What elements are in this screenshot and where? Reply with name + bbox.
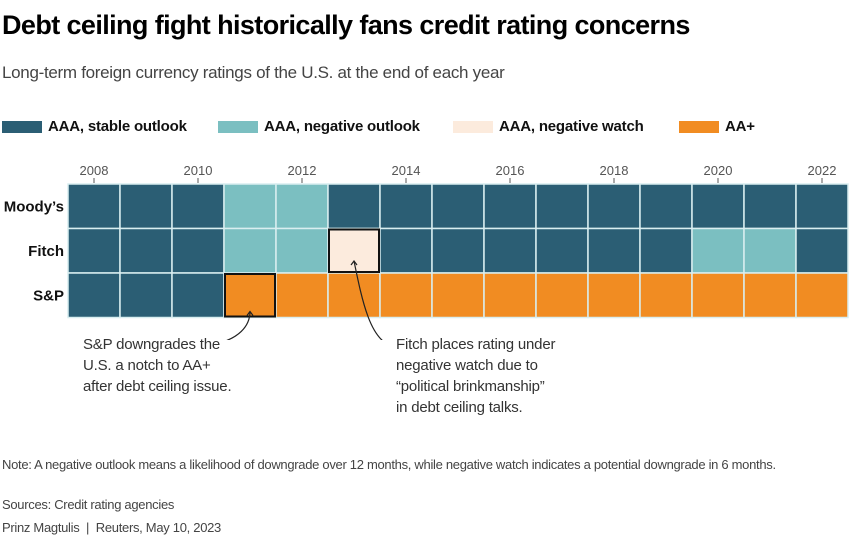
heatmap-cell	[119, 272, 173, 319]
annotation-line: in debt ceiling talks.	[396, 399, 523, 416]
heatmap-cell	[119, 183, 173, 230]
heatmap-cell	[587, 183, 641, 230]
heatmap-cell	[691, 183, 745, 230]
annotation-sp: S&P downgrades the U.S. a notch to AA+ a…	[83, 334, 232, 397]
heatmap-cell	[587, 272, 641, 319]
heatmap-cell	[275, 272, 329, 319]
heatmap-cell	[743, 227, 797, 274]
heatmap-cell	[639, 183, 693, 230]
legend-label: AAA, negative watch	[499, 118, 644, 135]
heatmap-cell	[67, 183, 121, 230]
row-label: Moody’s	[4, 198, 64, 215]
annotation-line: after debt ceiling issue.	[83, 378, 232, 395]
chart-title: Debt ceiling fight historically fans cre…	[2, 10, 690, 40]
x-tick-label: 2012	[288, 163, 317, 178]
heatmap-cell	[275, 227, 329, 274]
legend-label: AA+	[725, 118, 755, 135]
footer-sources: Sources: Credit rating agencies	[2, 497, 175, 512]
legend-item-negative-watch: AAA, negative watch	[453, 118, 644, 135]
x-tick-label: 2018	[600, 163, 629, 178]
heatmap-cell	[327, 272, 381, 319]
annotation-line: U.S. a notch to AA+	[83, 357, 211, 374]
annotation-line: Fitch places rating under	[396, 336, 556, 353]
heatmap-cell	[587, 227, 641, 274]
heatmap-cell	[795, 272, 849, 319]
heatmap-cell	[795, 183, 849, 230]
heatmap-cell	[483, 227, 537, 274]
footer-credit: Prinz Magtulis | Reuters, May 10, 2023	[2, 520, 221, 535]
heatmap-cell	[171, 227, 225, 274]
legend: AAA, stable outlook AAA, negative outloo…	[2, 118, 850, 140]
heatmap-cell	[379, 272, 433, 319]
arrowhead-fitch	[350, 260, 358, 266]
legend-item-stable: AAA, stable outlook	[2, 118, 187, 135]
heatmap-chart: 2008 2010 2012 2014 2016 2018 2020 2022 Moody’s F…	[4, 163, 849, 340]
heatmap-cell	[535, 183, 589, 230]
x-tick-label: 2014	[392, 163, 421, 178]
heatmap-cell	[743, 183, 797, 230]
row-label: S&P	[33, 287, 64, 304]
annotation-arrow-fitch	[353, 260, 383, 340]
footer-note: Note: A negative outlook means a likelih…	[2, 457, 776, 472]
heatmap-cell	[223, 227, 277, 274]
annotation-line: negative watch due to	[396, 357, 538, 374]
heatmap-cell	[275, 183, 329, 230]
legend-swatch-negative-watch	[453, 120, 493, 133]
heatmap-cell	[327, 227, 381, 274]
heatmap-cell	[691, 272, 745, 319]
annotation-line: S&P downgrades the	[83, 336, 221, 353]
x-tick-label: 2008	[80, 163, 109, 178]
highlight-box	[328, 228, 380, 273]
x-tick-label: 2016	[496, 163, 525, 178]
heatmap-cell	[795, 227, 849, 274]
heatmap-cell	[379, 227, 433, 274]
heatmap-cell	[743, 272, 797, 319]
legend-label: AAA, negative outlook	[264, 118, 420, 135]
heatmap-cell	[431, 227, 485, 274]
heatmap-cell	[327, 183, 381, 230]
heatmap-cell	[639, 227, 693, 274]
heatmap-cell	[483, 183, 537, 230]
heatmap-cell	[171, 272, 225, 319]
chart-subtitle: Long-term foreign currency ratings of th…	[2, 63, 505, 82]
heatmap-cell	[67, 227, 121, 274]
heatmap-cell	[535, 272, 589, 319]
heatmap-cell	[431, 183, 485, 230]
legend-label: AAA, stable outlook	[48, 118, 187, 135]
legend-swatch-aa-plus	[679, 120, 719, 133]
annotation-fitch: Fitch places rating under negative watch…	[396, 334, 555, 418]
x-tick-label: 2022	[808, 163, 837, 178]
heatmap-cell	[67, 272, 121, 319]
x-tick-label: 2010	[184, 163, 213, 178]
heatmap-cell	[483, 272, 537, 319]
heatmap-cell	[119, 227, 173, 274]
legend-item-negative-outlook: AAA, negative outlook	[218, 118, 420, 135]
heatmap-cell	[171, 183, 225, 230]
legend-swatch-stable	[2, 120, 42, 133]
heatmap-cell	[535, 227, 589, 274]
annotation-line: “political brinkmanship”	[396, 378, 545, 395]
heatmap-cell	[691, 227, 745, 274]
legend-item-aa-plus: AA+	[679, 118, 755, 135]
annotation-arrow-sp	[225, 311, 251, 340]
heatmap-cell	[223, 183, 277, 230]
arrowhead-sp	[246, 310, 254, 316]
heatmap-cell	[431, 272, 485, 319]
x-tick-label: 2020	[704, 163, 733, 178]
heatmap-cell	[639, 272, 693, 319]
heatmap-cell	[379, 183, 433, 230]
legend-swatch-negative-outlook	[218, 120, 258, 133]
row-label: Fitch	[28, 243, 64, 260]
